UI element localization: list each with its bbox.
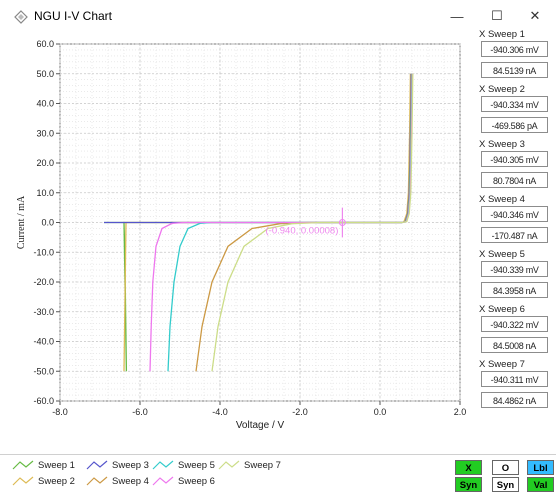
y-tick-label: -40.0 (33, 337, 54, 347)
legend-entry-sweep-1[interactable]: Sweep 1 (12, 459, 75, 471)
x-tick-label: -2.0 (292, 407, 308, 417)
sweep-readout-label: X Sweep 3 (479, 139, 525, 150)
legend-label: Sweep 5 (178, 459, 215, 471)
legend-entry-sweep-6[interactable]: Sweep 6 (152, 475, 215, 487)
legend-label: Sweep 6 (178, 475, 215, 487)
sweep-x-readout: -940.334 mV (481, 96, 548, 112)
x-tick-label: -8.0 (52, 407, 68, 417)
sweep-y-readout: 84.3958 nA (481, 282, 548, 298)
cursor-label: (-0.940, 0.00008) (266, 225, 339, 236)
sweep-readout-label: X Sweep 4 (479, 194, 525, 205)
sweep-y-readout: 84.5139 nA (481, 62, 548, 78)
legend-label: Sweep 2 (38, 475, 75, 487)
y-tick-label: 20.0 (36, 158, 54, 168)
y-tick-label: -50.0 (33, 366, 54, 376)
sweep-x-readout: -940.306 mV (481, 41, 548, 57)
legend-entry-sweep-4[interactable]: Sweep 4 (86, 475, 149, 487)
x-axis-label: Voltage / V (236, 420, 285, 431)
maximize-button[interactable]: ☐ (482, 4, 512, 28)
x-tick-label: -4.0 (212, 407, 228, 417)
sweep-y-readout: 84.4862 nA (481, 392, 548, 408)
legend-swatch-icon (152, 476, 174, 486)
sweep-x-readout: -940.322 mV (481, 316, 548, 332)
legend-entry-sweep-3[interactable]: Sweep 3 (86, 459, 149, 471)
y-tick-label: 40.0 (36, 99, 54, 109)
legend-swatch-icon (86, 460, 108, 470)
sweep-readout-label: X Sweep 6 (479, 304, 525, 315)
legend-entry-sweep-7[interactable]: Sweep 7 (218, 459, 281, 471)
legend-label: Sweep 1 (38, 459, 75, 471)
sweep-y-readout: 80.7804 nA (481, 172, 548, 188)
syn-button-1[interactable]: Syn (455, 477, 482, 492)
sweep-readout-label: X Sweep 7 (479, 359, 525, 370)
minimize-icon: — (450, 8, 464, 24)
legend: Sweep 1 Sweep 2 Sweep 3 Sweep 4 Sweep 5 Sweep… (0, 454, 556, 495)
legend-swatch-icon (218, 460, 240, 470)
window-title: NGU I-V Chart (34, 9, 113, 23)
close-icon: ✕ (529, 8, 541, 23)
maximize-icon: ☐ (491, 8, 503, 23)
y-tick-label: -10.0 (33, 247, 54, 257)
sweep-x-readout: -940.311 mV (481, 371, 548, 387)
x-tick-label: 2.0 (454, 407, 467, 417)
lbl-toggle-button[interactable]: Lbl (527, 460, 554, 475)
iv-chart[interactable]: -8.0 -6.0 -4.0 -2.0 0.0 2.0 60.0 50.0 40.0 30.0 20… (10, 30, 472, 450)
legend-label: Sweep 7 (244, 459, 281, 471)
sweep-x-readout: -940.346 mV (481, 206, 548, 222)
y-axis-label: Current / mA (16, 195, 27, 249)
y-tick-label: 50.0 (36, 69, 54, 79)
val-toggle-button[interactable]: Val (527, 477, 554, 492)
legend-swatch-icon (12, 476, 34, 486)
y-tick-label: 10.0 (36, 188, 54, 198)
x-toggle-button[interactable]: X (455, 460, 482, 475)
title-bar: NGU I-V Chart — ☐ ✕ (0, 0, 556, 32)
chart-app-icon (14, 10, 28, 24)
sweep-y-readout: -469.586 pA (481, 117, 548, 133)
minimize-button[interactable]: — (442, 4, 472, 28)
y-tick-label: 30.0 (36, 128, 54, 138)
close-button[interactable]: ✕ (520, 4, 550, 28)
sweep-x-readout: -940.339 mV (481, 261, 548, 277)
chart-svg[interactable]: -8.0 -6.0 -4.0 -2.0 0.0 2.0 60.0 50.0 40.0 30.0 20… (10, 30, 472, 450)
y-tick-label: -60.0 (33, 396, 54, 406)
legend-entry-sweep-5[interactable]: Sweep 5 (152, 459, 215, 471)
o-toggle-button[interactable]: O (492, 460, 519, 475)
y-tick-label: 60.0 (36, 39, 54, 49)
y-tick-label: -30.0 (33, 307, 54, 317)
x-tick-label: -6.0 (132, 407, 148, 417)
sweep-y-readout: -170.487 nA (481, 227, 548, 243)
legend-label: Sweep 3 (112, 459, 149, 471)
syn-button-2[interactable]: Syn (492, 477, 519, 492)
series-line-7 (211, 73, 414, 372)
sweep-readout-panel: X Sweep 1 -940.306 mV 84.5139 nA X Sweep 2-… (476, 28, 554, 413)
sweep-readout-label: X Sweep 2 (479, 84, 525, 95)
cursor-point (338, 218, 346, 226)
sweep-y-readout: 84.5008 nA (481, 337, 548, 353)
x-tick-label: 0.0 (374, 407, 387, 417)
legend-label: Sweep 4 (112, 475, 149, 487)
sweep-readout-label: X Sweep 5 (479, 249, 525, 260)
sweep-readout-label: X Sweep 1 (479, 29, 525, 40)
sweep-x-readout: -940.305 mV (481, 151, 548, 167)
legend-swatch-icon (152, 460, 174, 470)
y-tick-label: -20.0 (33, 277, 54, 287)
y-tick-label: 0.0 (41, 218, 54, 228)
legend-entry-sweep-2[interactable]: Sweep 2 (12, 475, 75, 487)
legend-swatch-icon (12, 460, 34, 470)
legend-swatch-icon (86, 476, 108, 486)
